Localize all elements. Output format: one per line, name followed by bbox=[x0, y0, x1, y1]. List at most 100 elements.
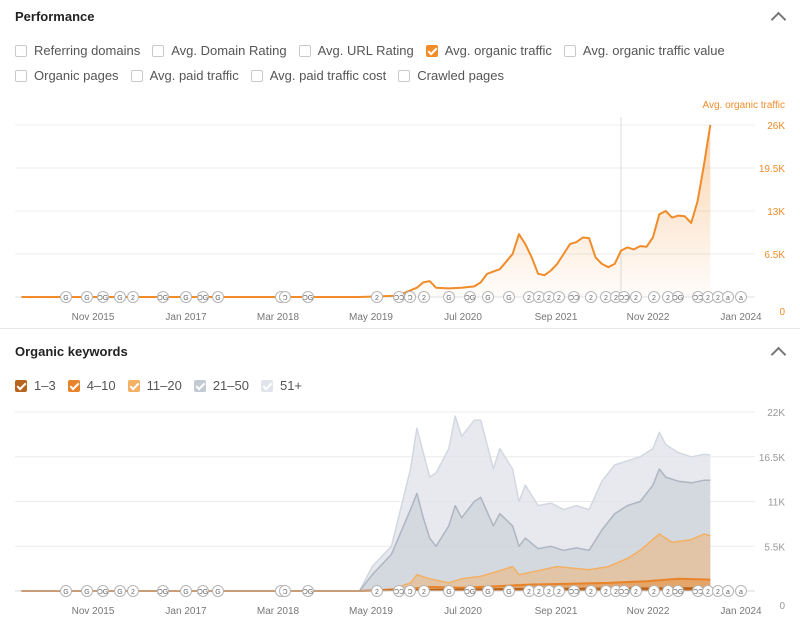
annotation-marker[interactable]: 2 bbox=[600, 291, 612, 303]
annotation-marker[interactable]: Ɔ bbox=[279, 585, 291, 597]
metric-avg-url-rating[interactable]: Avg. URL Rating bbox=[298, 43, 414, 58]
annotation-marker[interactable]: a bbox=[722, 585, 734, 597]
annotation-marker[interactable]: G bbox=[60, 585, 72, 597]
annotation-marker[interactable]: ƆG bbox=[672, 291, 684, 303]
metric-checkbox[interactable] bbox=[15, 44, 27, 57]
metric-checkbox[interactable] bbox=[398, 69, 411, 82]
annotation-marker[interactable]: ƆG bbox=[197, 585, 209, 597]
annotation-marker[interactable]: ƆƆ bbox=[393, 585, 405, 597]
metric-crawled-pages[interactable]: Crawled pages bbox=[398, 68, 504, 83]
legend-1-3[interactable]: 1–3 bbox=[15, 378, 56, 393]
legend-4-10[interactable]: 4–10 bbox=[67, 378, 116, 393]
annotation-marker[interactable]: ƆG bbox=[157, 585, 169, 597]
annotation-marker[interactable]: 2 bbox=[585, 585, 597, 597]
annotation-marker[interactable]: ƆƆ bbox=[692, 585, 704, 597]
metric-checkbox[interactable] bbox=[563, 44, 576, 57]
legend-51[interactable]: 51+ bbox=[260, 378, 302, 393]
annotation-marker[interactable]: ƆƆ bbox=[568, 585, 580, 597]
annotation-marker[interactable]: 2 bbox=[553, 291, 565, 303]
annotation-marker[interactable]: G bbox=[81, 585, 93, 597]
annotation-marker[interactable]: G bbox=[114, 291, 126, 303]
metric-avg-paid-traffic[interactable]: Avg. paid traffic bbox=[130, 68, 239, 83]
legend-11-20[interactable]: 11–20 bbox=[127, 378, 182, 393]
metric-referring-domains[interactable]: Referring domains bbox=[15, 43, 140, 58]
annotation-marker[interactable]: a bbox=[722, 291, 734, 303]
legend-checkbox[interactable] bbox=[127, 379, 140, 392]
annotation-marker[interactable]: 2 bbox=[648, 585, 660, 597]
collapse-performance-chevron-icon[interactable] bbox=[770, 11, 787, 28]
annotation-marker[interactable]: 2 bbox=[600, 585, 612, 597]
annotation-marker[interactable]: ƆG bbox=[97, 585, 109, 597]
series-line-21-50[interactable] bbox=[21, 468, 711, 592]
annotation-marker[interactable]: ƆƆ bbox=[692, 291, 704, 303]
annotation-marker[interactable]: ƆG bbox=[97, 291, 109, 303]
annotation-marker[interactable]: 2 bbox=[712, 291, 724, 303]
annotation-marker[interactable]: a bbox=[735, 291, 747, 303]
annotation-marker[interactable]: ƆG bbox=[464, 585, 476, 597]
metric-checkbox[interactable] bbox=[152, 44, 165, 57]
annotation-marker[interactable]: ƆG bbox=[302, 291, 314, 303]
annotation-marker[interactable]: 2 bbox=[630, 291, 642, 303]
annotation-marker[interactable]: ƆƆ bbox=[568, 291, 580, 303]
annotation-marker[interactable]: 2 bbox=[702, 291, 714, 303]
annotation-marker[interactable]: G bbox=[212, 585, 224, 597]
series-line-51[interactable] bbox=[21, 415, 711, 592]
annotation-marker[interactable]: 2 bbox=[371, 585, 383, 597]
annotation-marker[interactable]: G bbox=[443, 291, 455, 303]
legend-checkbox[interactable] bbox=[193, 379, 206, 392]
annotation-marker[interactable]: 2 bbox=[523, 585, 535, 597]
annotation-marker[interactable]: a bbox=[735, 585, 747, 597]
metric-checkbox[interactable] bbox=[298, 44, 311, 57]
annotation-marker[interactable]: G bbox=[503, 291, 515, 303]
annotation-marker[interactable]: ƆG bbox=[157, 291, 169, 303]
annotation-marker[interactable]: 2 bbox=[543, 291, 555, 303]
annotation-marker[interactable]: 2 bbox=[533, 585, 545, 597]
collapse-keywords-chevron-icon[interactable] bbox=[770, 346, 787, 363]
annotation-marker[interactable]: 2 bbox=[585, 291, 597, 303]
metric-avg-domain-rating[interactable]: Avg. Domain Rating bbox=[152, 43, 287, 58]
annotation-marker[interactable]: G bbox=[503, 585, 515, 597]
annotation-marker[interactable]: 2 bbox=[630, 585, 642, 597]
annotation-marker[interactable]: G bbox=[60, 291, 72, 303]
legend-checkbox[interactable] bbox=[67, 379, 80, 392]
metric-checkbox[interactable] bbox=[425, 44, 438, 57]
annotation-marker[interactable]: 2 bbox=[702, 585, 714, 597]
series-line-11-20[interactable] bbox=[21, 533, 711, 592]
metric-checkbox[interactable] bbox=[250, 69, 263, 82]
annotation-marker[interactable]: ƆG bbox=[197, 291, 209, 303]
legend-checkbox[interactable] bbox=[260, 379, 273, 392]
annotation-marker[interactable]: G bbox=[212, 291, 224, 303]
annotation-marker[interactable]: ƆƆ bbox=[393, 291, 405, 303]
annotation-marker[interactable]: 2 bbox=[127, 585, 139, 597]
series-line-avg-organic-traffic[interactable] bbox=[21, 124, 712, 298]
legend-checkbox[interactable] bbox=[15, 379, 27, 392]
annotation-marker[interactable]: G bbox=[81, 291, 93, 303]
annotation-marker[interactable]: 2 bbox=[418, 585, 430, 597]
metric-organic-pages[interactable]: Organic pages bbox=[15, 68, 119, 83]
annotation-marker[interactable]: G bbox=[443, 585, 455, 597]
annotation-marker[interactable]: ƆG bbox=[464, 291, 476, 303]
annotation-marker[interactable]: G bbox=[114, 585, 126, 597]
annotation-marker[interactable]: Ɔ bbox=[404, 291, 416, 303]
performance-chart[interactable]: Avg. organic traffic 0 6.5K 13K 19.5K 26K Nov … bbox=[0, 95, 800, 323]
annotation-marker[interactable]: 2 bbox=[648, 291, 660, 303]
legend-21-50[interactable]: 21–50 bbox=[193, 378, 249, 393]
annotation-marker[interactable]: G bbox=[180, 291, 192, 303]
annotation-marker[interactable]: ƆG bbox=[302, 585, 314, 597]
annotation-marker[interactable]: 2 bbox=[712, 585, 724, 597]
annotation-marker[interactable]: 2 bbox=[127, 291, 139, 303]
annotation-marker[interactable]: ƆƆ bbox=[618, 585, 630, 597]
annotation-marker[interactable]: G bbox=[482, 585, 494, 597]
annotation-marker[interactable]: G bbox=[180, 585, 192, 597]
annotation-marker[interactable]: Ɔ bbox=[279, 291, 291, 303]
metric-checkbox[interactable] bbox=[15, 69, 27, 82]
annotation-marker[interactable]: Ɔ bbox=[404, 585, 416, 597]
metric-avg-organic-traffic[interactable]: Avg. organic traffic bbox=[425, 43, 552, 58]
annotation-marker[interactable]: 2 bbox=[523, 291, 535, 303]
metric-avg-paid-traffic-cost[interactable]: Avg. paid traffic cost bbox=[250, 68, 386, 83]
annotation-marker[interactable]: ƆƆ bbox=[618, 291, 630, 303]
annotation-marker[interactable]: 2 bbox=[543, 585, 555, 597]
annotation-marker[interactable]: G bbox=[482, 291, 494, 303]
annotation-marker[interactable]: 2 bbox=[418, 291, 430, 303]
annotation-marker[interactable]: 2 bbox=[371, 291, 383, 303]
